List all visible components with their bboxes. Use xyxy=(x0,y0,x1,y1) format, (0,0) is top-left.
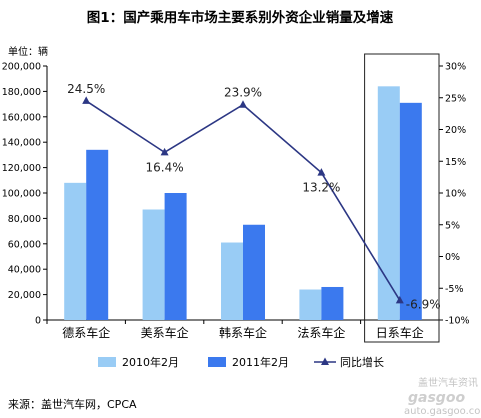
y2-tick-label: 30% xyxy=(445,62,466,73)
y-tick-label: 80,000 xyxy=(8,214,41,225)
legend: 2010年2月 2011年2月 同比增长 xyxy=(98,355,384,369)
y-tick-label: 60,000 xyxy=(8,239,41,250)
growth-point xyxy=(317,168,326,176)
y2-tick-label: 25% xyxy=(445,93,466,104)
y2-tick-label: -5% xyxy=(445,284,464,295)
y2-tick-label: 5% xyxy=(445,220,460,231)
growth-point xyxy=(160,147,169,156)
bar-feb-2010 xyxy=(221,242,243,320)
bar-feb-2010 xyxy=(142,209,165,320)
source-note: 来源：盖世汽车网，CPCA xyxy=(8,397,137,411)
bar-feb-2011 xyxy=(399,102,422,320)
watermark: 盖世汽车资讯 gasgoo auto.gasgoo.com xyxy=(404,376,481,417)
y-tick-label: 160,000 xyxy=(2,112,41,123)
x-category-label: 美系车企 xyxy=(141,325,189,340)
bar-feb-2010 xyxy=(377,86,400,320)
growth-point xyxy=(82,96,91,104)
x-category-label: 韩系车企 xyxy=(219,325,267,340)
legend-swatch xyxy=(98,357,116,367)
y2-tick-label: -10% xyxy=(445,316,470,327)
y-tick-label: 0 xyxy=(35,316,41,327)
legend-label: 同比增长 xyxy=(340,355,384,369)
y-axis-unit-label: 单位：辆 xyxy=(8,45,48,58)
watermark-cn-text: 盖世汽车资讯 xyxy=(418,376,478,389)
chart-title: 图1：国产乘用车市场主要系别外资企业销量及增速 xyxy=(87,9,394,26)
y-tick-label: 40,000 xyxy=(8,265,41,276)
growth-data-label: 23.9% xyxy=(224,86,262,100)
y-tick-label: 20,000 xyxy=(8,290,41,301)
x-category-label: 日系车企 xyxy=(376,325,424,340)
legend-label: 2010年2月 xyxy=(122,355,179,369)
x-category-label: 德系车企 xyxy=(62,325,110,340)
y2-tick-label: 0% xyxy=(445,252,460,263)
plot-area: 0 20,000 40,000 60,000 80,000 100,000 120,000 1… xyxy=(2,53,470,343)
watermark-site-text: auto.gasgoo.com xyxy=(404,406,481,417)
bar-feb-2010 xyxy=(299,289,322,320)
bar-feb-2011 xyxy=(243,224,265,320)
growth-data-label: 24.5% xyxy=(67,82,105,96)
y2-tick-label: 20% xyxy=(445,125,466,136)
growth-data-label: 13.2% xyxy=(302,181,340,195)
y-tick-label: 140,000 xyxy=(2,138,41,149)
y-tick-label: 120,000 xyxy=(2,163,41,174)
legend-swatch xyxy=(208,357,226,367)
watermark-brand-text: gasgoo xyxy=(408,390,465,406)
legend-label: 2011年2月 xyxy=(232,355,289,369)
bar-feb-2011 xyxy=(86,149,109,320)
y2-tick-label: 10% xyxy=(445,189,466,200)
growth-data-label: 16.4% xyxy=(146,160,184,174)
highlight-box xyxy=(364,53,440,343)
growth-point xyxy=(395,295,404,304)
bar-feb-2010 xyxy=(64,182,87,320)
growth-data-label: -6.9% xyxy=(406,297,441,311)
y-tick-label: 100,000 xyxy=(2,189,41,200)
growth-point xyxy=(239,100,247,108)
y-tick-label: 200,000 xyxy=(2,62,41,73)
y-tick-label: 180,000 xyxy=(2,87,41,98)
bar-feb-2011 xyxy=(321,286,344,320)
bar-feb-2011 xyxy=(164,193,187,320)
legend-marker xyxy=(321,357,329,365)
x-category-label: 法系车企 xyxy=(297,325,345,340)
y2-tick-label: 15% xyxy=(445,157,466,168)
